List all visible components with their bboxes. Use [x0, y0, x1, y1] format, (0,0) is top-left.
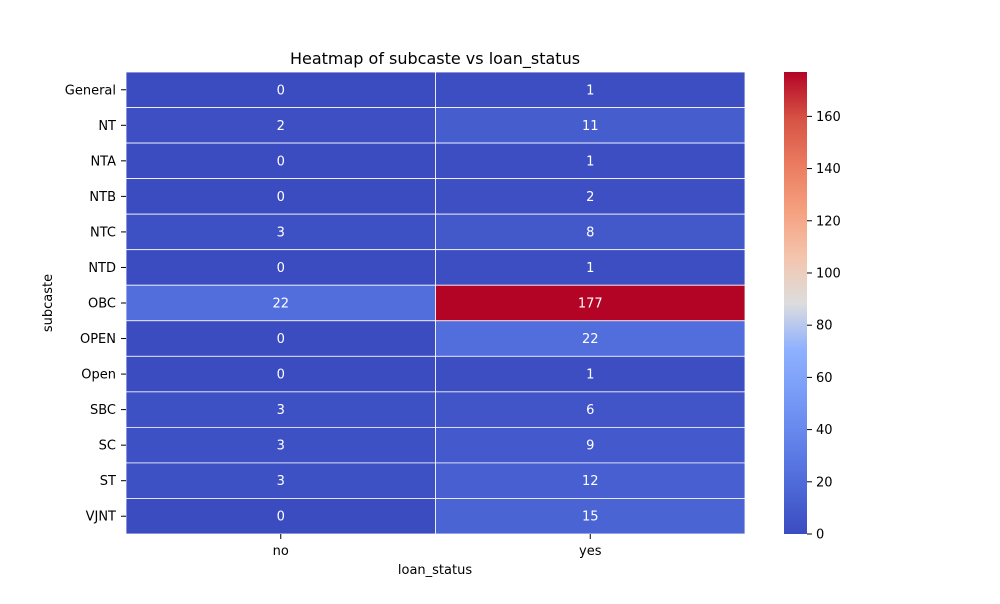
y-tick-label: NTA — [90, 154, 116, 169]
cell-value-label: 0 — [277, 190, 285, 205]
colorbar-tick-label: 100 — [816, 266, 841, 281]
x-tick-label: no — [273, 544, 289, 559]
heatmap-cell — [435, 320, 746, 357]
y-axis-ticks: General NT NTA NTB NTC NTD OBC OPEN Open SBC SC ST V… — [65, 83, 126, 525]
cell-value-label: 2 — [277, 119, 285, 134]
heatmap-cell — [435, 462, 746, 499]
colorbar-tick-label: 40 — [816, 423, 833, 438]
heatmap-cell — [125, 71, 436, 108]
colorbar-tick-label: 80 — [816, 319, 833, 334]
cell-value-label: 1 — [586, 154, 594, 169]
cell-value-label: 2 — [586, 190, 594, 205]
cell-value-label: 0 — [277, 83, 285, 98]
cell-value-label: 22 — [272, 297, 289, 312]
cell-value-label: 0 — [277, 261, 285, 276]
y-tick-label: SBC — [90, 403, 116, 418]
colorbar-tick-label: 0 — [816, 528, 824, 543]
cell-value-label: 15 — [582, 510, 599, 525]
colorbar-tick-label: 20 — [816, 475, 833, 490]
heatmap-cell — [125, 107, 436, 144]
cell-value-label: 6 — [586, 403, 594, 418]
colorbar-tick-label: 160 — [816, 110, 841, 125]
heatmap-cell — [125, 462, 436, 499]
x-tick-label: yes — [579, 544, 602, 559]
cell-value-label: 22 — [582, 332, 599, 347]
y-tick-label: NTC — [90, 225, 116, 240]
heatmap-cell — [125, 355, 436, 393]
y-tick-label: ST — [100, 474, 116, 489]
heatmap-cell — [435, 355, 746, 393]
cell-value-label: 3 — [277, 225, 285, 240]
heatmap-cell — [125, 391, 436, 428]
heatmap-cell — [125, 498, 436, 535]
heatmap-cell — [435, 498, 746, 535]
colorbar-tick-label: 140 — [816, 162, 841, 177]
cell-value-label: 11 — [582, 119, 599, 134]
colorbar-tick-label: 60 — [816, 371, 833, 386]
y-tick-label: VJNT — [86, 510, 116, 525]
cell-value-label: 9 — [586, 439, 594, 454]
y-tick-label: SC — [99, 439, 116, 454]
heatmap-cell — [125, 426, 436, 464]
heatmap-cell — [435, 249, 746, 286]
cell-value-label: 0 — [277, 332, 285, 347]
colorbar-ticks: 0 20 40 60 80 100 120 140 160 — [807, 110, 841, 543]
heatmap-cell — [435, 284, 746, 322]
cell-value-label: 3 — [277, 403, 285, 418]
heatmap-cell — [435, 391, 746, 428]
cell-value-label: 3 — [277, 474, 285, 489]
y-tick-label: NT — [98, 119, 116, 134]
heatmap-cell — [125, 142, 436, 180]
y-tick-label: OBC — [88, 297, 116, 312]
cell-value-label: 0 — [277, 368, 285, 383]
x-axis-label: loan_status — [398, 563, 472, 578]
colorbar — [784, 72, 807, 534]
cell-value-label: 1 — [586, 83, 594, 98]
chart-title: Heatmap of subcaste vs loan_status — [290, 49, 580, 69]
y-tick-label: OPEN — [80, 332, 116, 347]
heatmap-cell — [435, 142, 746, 180]
cell-value-label: 1 — [586, 368, 594, 383]
heatmap-cell — [435, 426, 746, 464]
cell-value-label: 3 — [277, 439, 285, 454]
cell-value-label: 177 — [578, 297, 603, 312]
y-axis-label: subcaste — [41, 274, 56, 332]
colorbar-tick-label: 120 — [816, 214, 841, 229]
heatmap-cell — [435, 71, 746, 108]
cell-value-label: 0 — [277, 510, 285, 525]
y-tick-label: General — [65, 83, 116, 98]
y-tick-label: NTD — [88, 261, 116, 276]
cell-value-label: 0 — [277, 154, 285, 169]
heatmap-cell — [435, 178, 746, 215]
heatmap-cell — [125, 284, 436, 322]
heatmap-cell — [435, 107, 746, 144]
cell-value-label: 12 — [582, 474, 599, 489]
cell-value-label: 1 — [586, 261, 594, 276]
cell-value-label: 8 — [586, 225, 594, 240]
x-axis-ticks: no yes — [273, 534, 602, 559]
y-tick-label: Open — [81, 368, 116, 383]
heatmap-cell — [435, 213, 746, 251]
y-tick-label: NTB — [89, 190, 116, 205]
